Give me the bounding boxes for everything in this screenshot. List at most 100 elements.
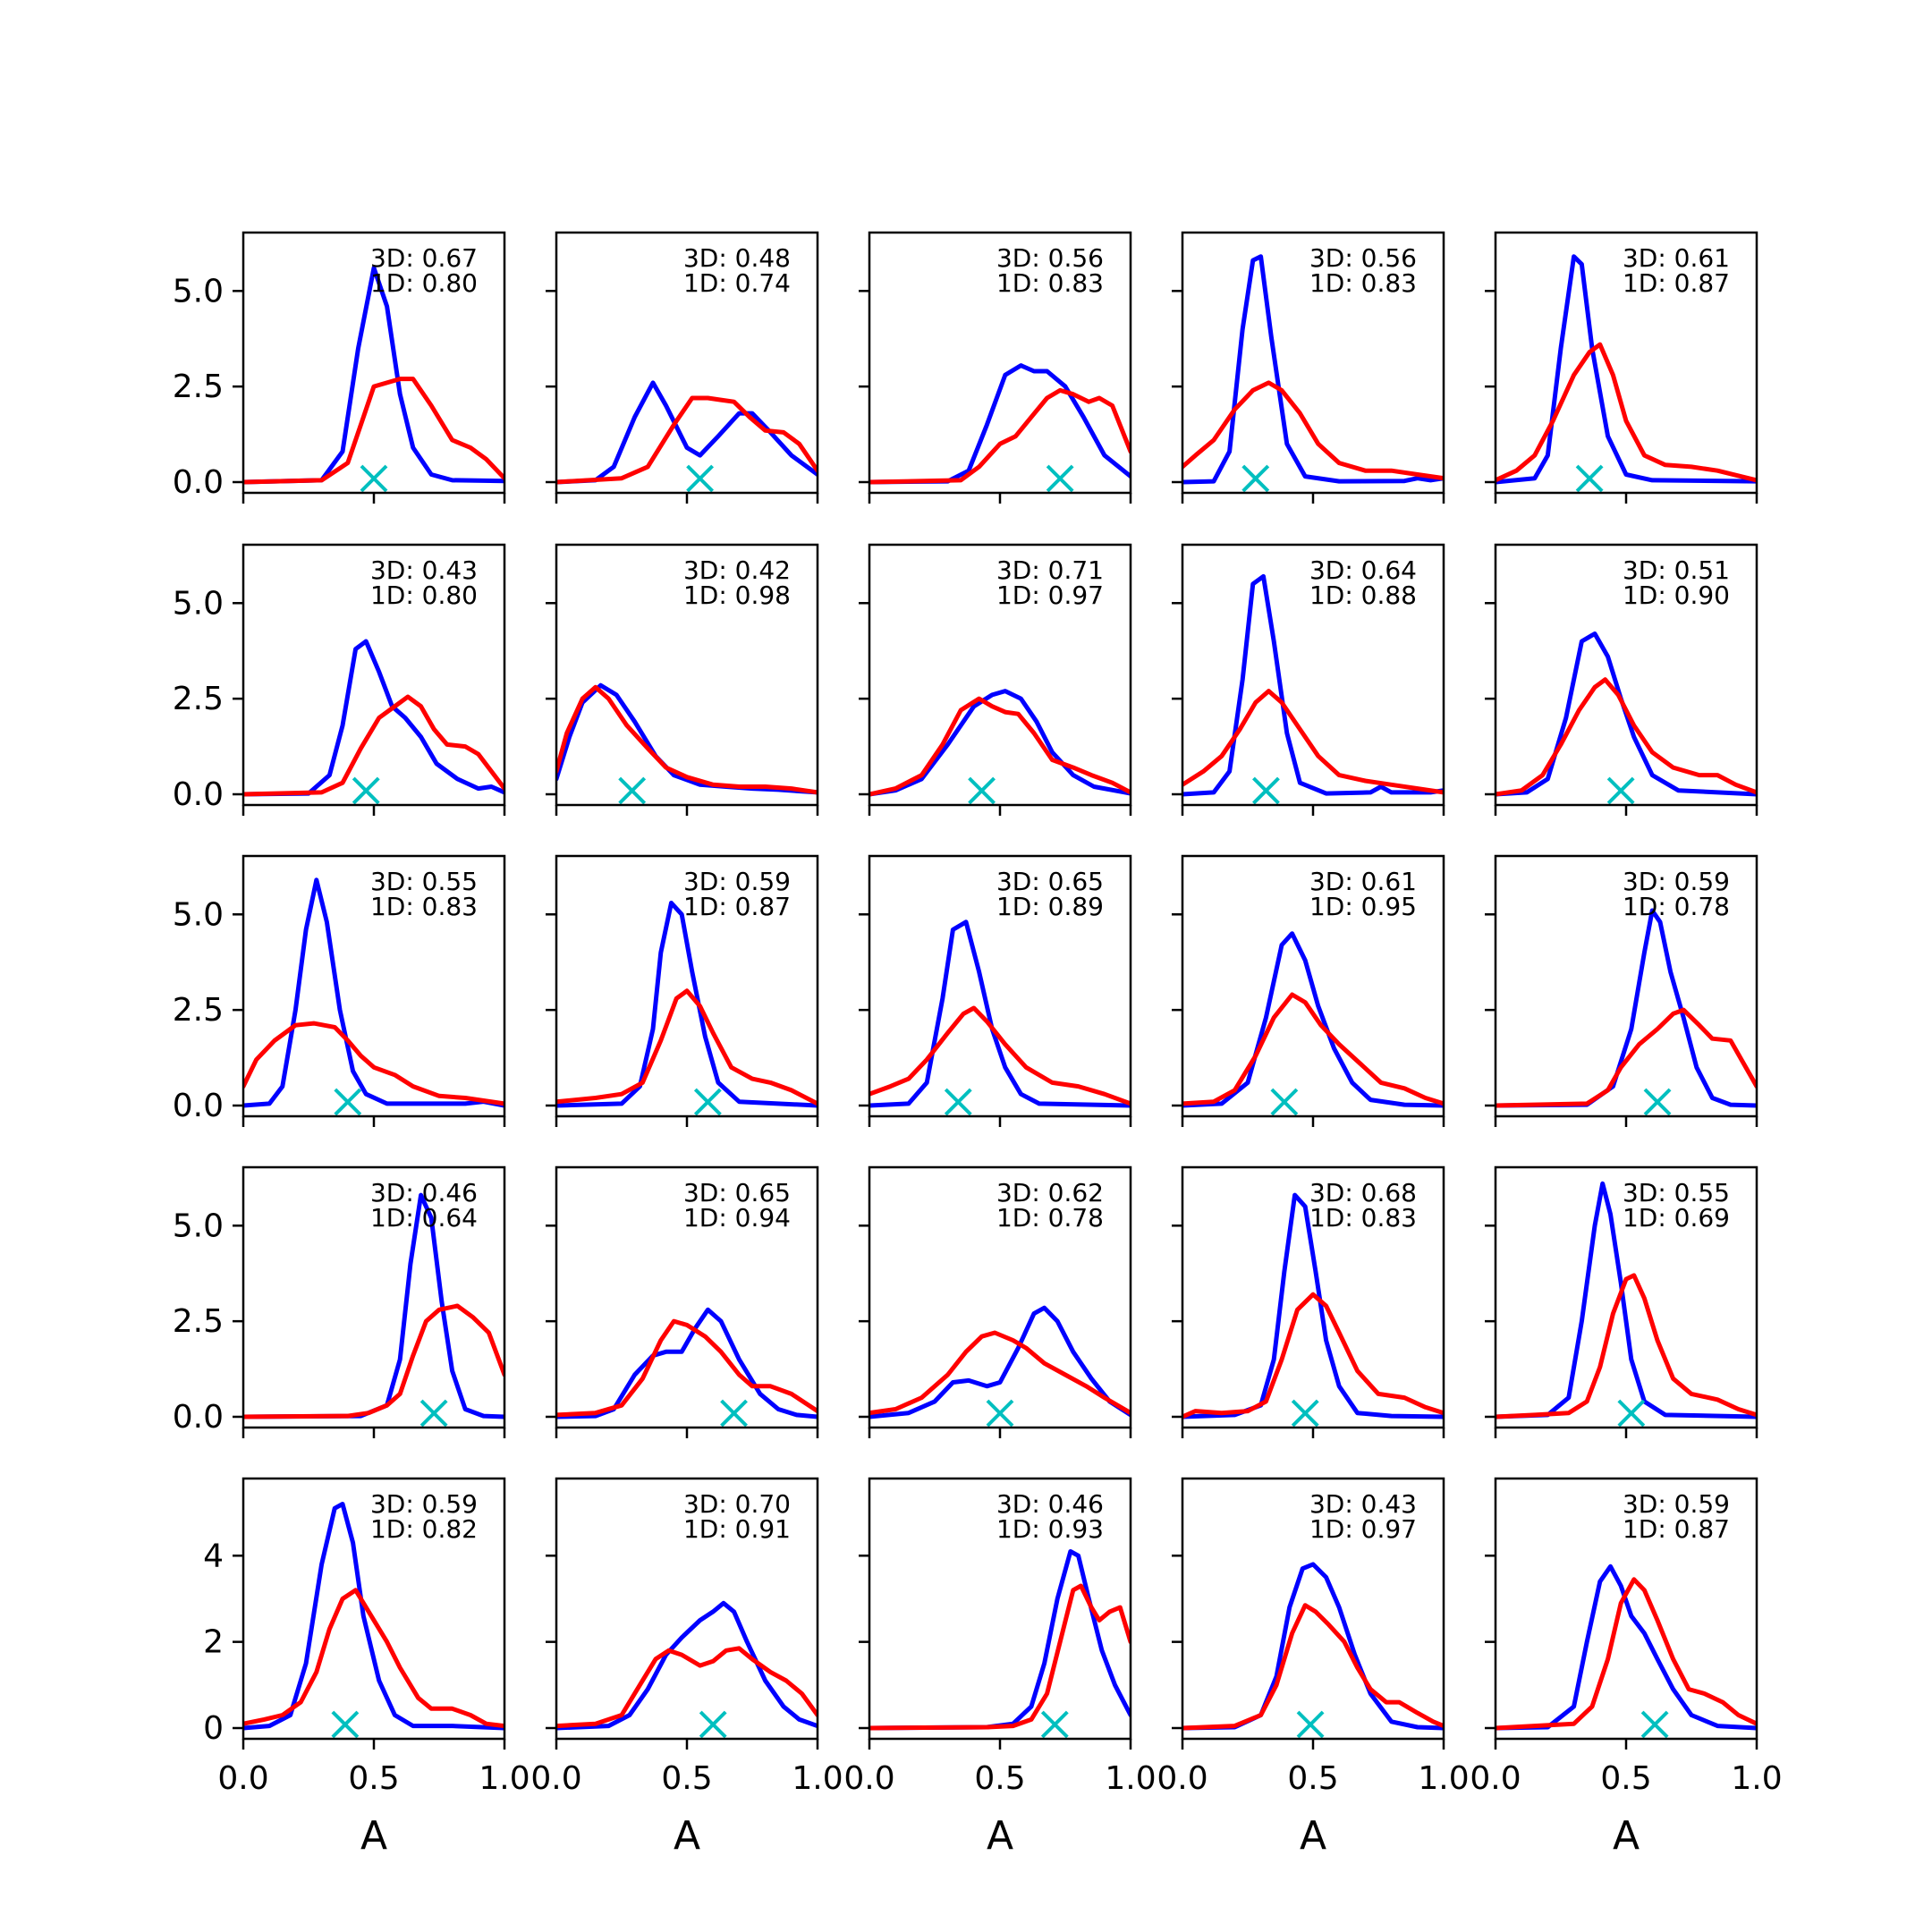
y-tick-label: 2.5 xyxy=(173,681,224,717)
red-density-curve xyxy=(869,696,1131,797)
true-value-marker xyxy=(1270,1088,1299,1116)
x-tick-label: 1.0 xyxy=(479,1760,530,1797)
red-density-curve xyxy=(243,1021,504,1106)
score-1d-label: 1D: 0.83 xyxy=(1309,268,1417,298)
blue-density-curve xyxy=(556,901,818,1108)
true-value-marker xyxy=(1575,464,1604,493)
y-tick-label: 0.0 xyxy=(173,464,224,501)
y-tick-label: 2.5 xyxy=(173,992,224,1029)
score-1d-label: 1D: 0.83 xyxy=(1309,1203,1417,1233)
score-1d-label: 1D: 0.95 xyxy=(1309,892,1417,921)
score-1d-label: 1D: 0.87 xyxy=(1623,268,1730,298)
true-value-marker xyxy=(1046,464,1074,493)
blue-density-curve xyxy=(1182,931,1444,1108)
score-1d-label: 1D: 0.69 xyxy=(1623,1203,1730,1233)
score-1d-label: 1D: 0.87 xyxy=(683,892,791,921)
true-value-marker xyxy=(360,464,388,493)
score-1d-label: 1D: 0.78 xyxy=(996,1203,1104,1233)
x-tick-label: 1.0 xyxy=(1731,1760,1782,1797)
score-3d-label: 3D: 0.46 xyxy=(996,1489,1104,1519)
red-density-curve xyxy=(1496,342,1757,483)
true-value-marker xyxy=(1606,776,1635,805)
blue-density-curve xyxy=(1496,908,1757,1108)
red-density-curve xyxy=(556,395,818,485)
blue-density-curve xyxy=(1496,254,1757,485)
score-3d-label: 3D: 0.43 xyxy=(370,555,478,585)
score-3d-label: 3D: 0.68 xyxy=(1309,1178,1417,1208)
score-3d-label: 3D: 0.61 xyxy=(1623,243,1730,273)
blue-density-curve xyxy=(1496,1181,1757,1419)
score-1d-label: 1D: 0.64 xyxy=(370,1203,478,1233)
score-3d-label: 3D: 0.43 xyxy=(1309,1489,1417,1519)
score-1d-label: 1D: 0.97 xyxy=(996,580,1104,610)
score-1d-label: 1D: 0.83 xyxy=(370,892,478,921)
red-density-curve xyxy=(869,1005,1131,1106)
x-tick-label: 0.5 xyxy=(348,1760,399,1797)
true-value-marker xyxy=(720,1399,748,1428)
score-3d-label: 3D: 0.70 xyxy=(683,1489,791,1519)
y-tick-label: 2.5 xyxy=(173,1303,224,1340)
true-value-marker xyxy=(1643,1088,1672,1116)
red-density-curve xyxy=(556,1318,818,1418)
red-density-curve xyxy=(1182,380,1444,481)
score-3d-label: 3D: 0.42 xyxy=(683,555,791,585)
score-1d-label: 1D: 0.74 xyxy=(683,268,791,298)
true-value-marker xyxy=(968,776,996,805)
true-value-marker xyxy=(419,1399,448,1428)
blue-density-curve xyxy=(869,363,1131,485)
score-3d-label: 3D: 0.61 xyxy=(1309,867,1417,896)
y-tick-label: 0.0 xyxy=(173,1088,224,1124)
x-tick-label: 0.5 xyxy=(1287,1760,1338,1797)
x-tick-label: 0.5 xyxy=(661,1760,712,1797)
score-1d-label: 1D: 0.89 xyxy=(996,892,1104,921)
score-3d-label: 3D: 0.65 xyxy=(683,1178,791,1208)
red-density-curve xyxy=(1496,1577,1757,1731)
score-1d-label: 1D: 0.82 xyxy=(370,1514,478,1544)
x-axis-label: A xyxy=(1613,1813,1640,1859)
score-1d-label: 1D: 0.97 xyxy=(1309,1514,1417,1544)
x-tick-label: 0.0 xyxy=(1157,1760,1208,1797)
true-value-marker xyxy=(331,1710,360,1739)
blue-density-curve xyxy=(869,919,1131,1108)
blue-density-curve xyxy=(243,266,504,485)
true-value-marker xyxy=(352,776,380,805)
x-tick-label: 0.5 xyxy=(1600,1760,1651,1797)
x-tick-label: 0.0 xyxy=(1470,1760,1521,1797)
red-density-curve xyxy=(1182,689,1444,795)
true-value-marker xyxy=(1296,1710,1325,1739)
red-density-curve xyxy=(243,1588,504,1729)
red-density-curve xyxy=(556,1646,818,1729)
score-3d-label: 3D: 0.59 xyxy=(683,867,791,896)
true-value-marker xyxy=(1640,1710,1669,1739)
y-tick-label: 2 xyxy=(203,1624,224,1661)
x-tick-label: 0.0 xyxy=(530,1760,581,1797)
score-3d-label: 3D: 0.55 xyxy=(370,867,478,896)
score-3d-label: 3D: 0.62 xyxy=(996,1178,1104,1208)
red-density-curve xyxy=(243,694,504,797)
score-3d-label: 3D: 0.56 xyxy=(996,243,1104,273)
x-axis-label: A xyxy=(674,1813,700,1859)
red-density-curve xyxy=(1182,992,1444,1106)
score-1d-label: 1D: 0.83 xyxy=(996,268,1104,298)
score-1d-label: 1D: 0.91 xyxy=(683,1514,791,1544)
score-1d-label: 1D: 0.87 xyxy=(1623,1514,1730,1544)
blue-density-curve xyxy=(1496,1563,1757,1731)
x-tick-label: 0.0 xyxy=(217,1760,268,1797)
true-value-marker xyxy=(1291,1399,1319,1428)
y-tick-label: 0.0 xyxy=(173,776,224,813)
y-tick-label: 5.0 xyxy=(173,273,224,309)
score-1d-label: 1D: 0.90 xyxy=(1623,580,1730,610)
